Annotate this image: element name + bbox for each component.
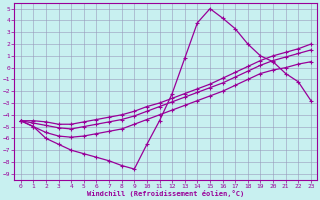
- X-axis label: Windchill (Refroidissement éolien,°C): Windchill (Refroidissement éolien,°C): [87, 190, 244, 197]
